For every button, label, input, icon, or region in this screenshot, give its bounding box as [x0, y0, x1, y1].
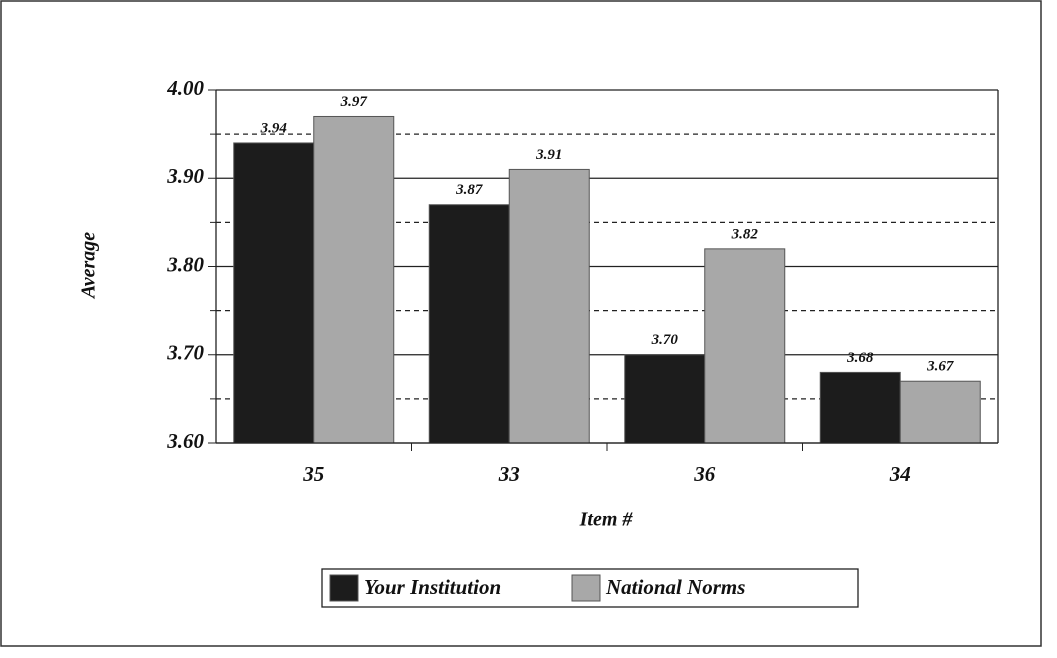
value-label: 3.70 — [651, 332, 679, 348]
legend-label: Your Institution — [364, 575, 501, 599]
y-tick-label: 3.70 — [166, 341, 204, 365]
value-label: 3.97 — [340, 94, 368, 110]
bar — [624, 354, 706, 444]
bar — [313, 115, 395, 444]
x-tick-label: 33 — [498, 462, 520, 486]
bar — [704, 248, 786, 444]
value-label: 3.94 — [260, 120, 288, 136]
x-axis-label: Item # — [579, 509, 634, 531]
x-tick-label: 34 — [889, 462, 911, 486]
x-tick-label: 36 — [693, 462, 716, 486]
legend-label: National Norms — [605, 575, 745, 599]
bar — [819, 371, 901, 444]
y-tick-label: 3.90 — [166, 164, 204, 188]
value-label: 3.87 — [455, 182, 483, 198]
legend-swatch — [571, 574, 601, 602]
value-label: 3.82 — [731, 226, 759, 242]
y-axis-label: Average — [78, 232, 100, 300]
y-tick-label: 3.60 — [166, 429, 204, 453]
bar — [899, 380, 981, 444]
value-label: 3.91 — [535, 147, 562, 163]
value-label: 3.67 — [926, 359, 954, 375]
y-tick-label: 3.80 — [166, 252, 204, 276]
bar — [508, 168, 590, 444]
bar — [428, 204, 510, 444]
y-tick-label: 4.00 — [166, 76, 204, 100]
value-label: 3.68 — [846, 350, 874, 366]
bar — [233, 142, 315, 444]
legend-swatch — [329, 574, 359, 602]
x-tick-label: 35 — [302, 462, 324, 486]
